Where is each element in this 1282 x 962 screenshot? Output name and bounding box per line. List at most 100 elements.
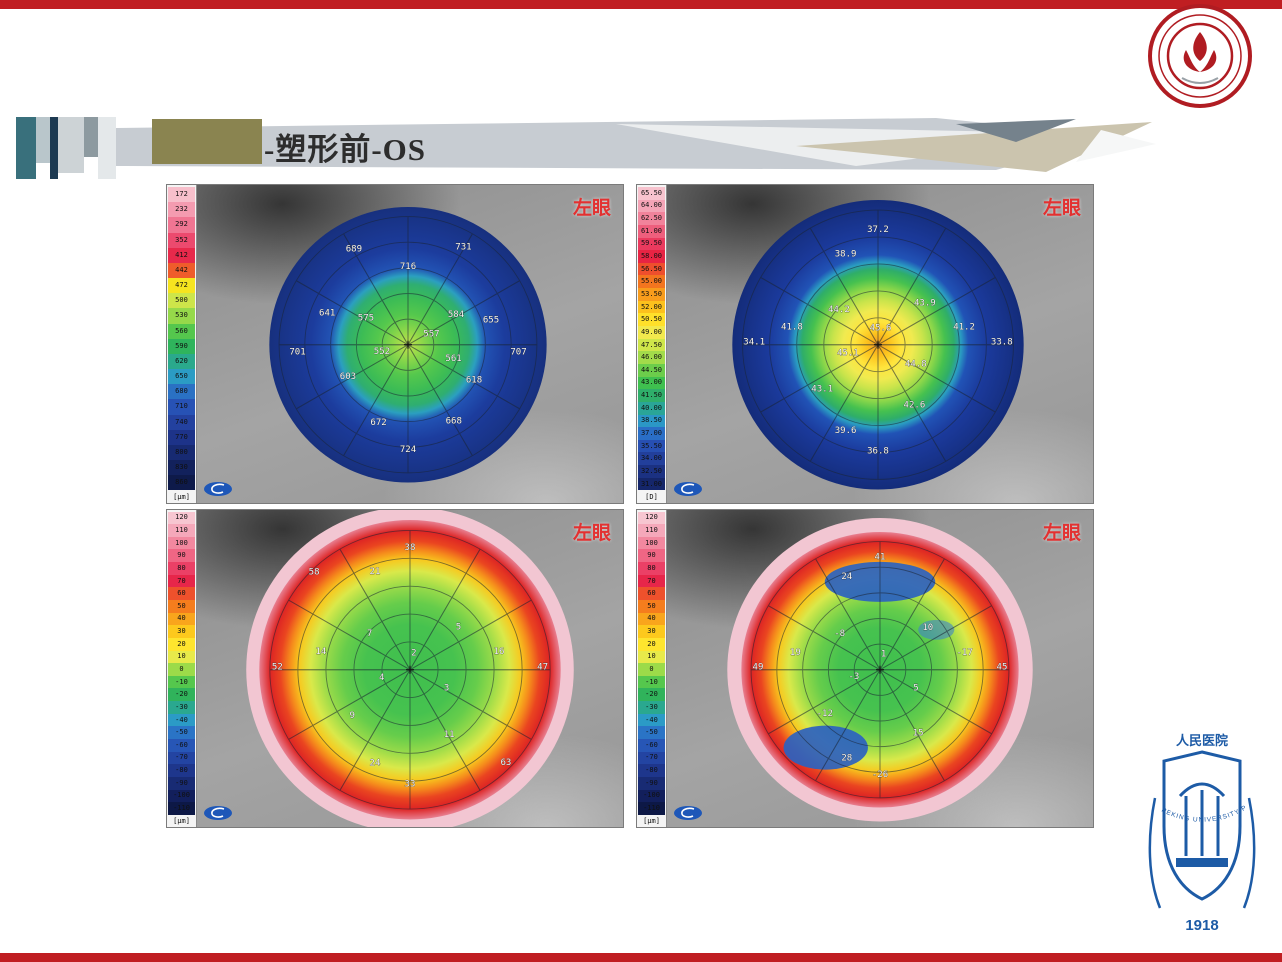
scale-segment: 65.50 bbox=[638, 187, 665, 200]
topographer-logo-icon bbox=[203, 805, 233, 821]
map-annotation: 641 bbox=[319, 309, 335, 319]
topography-grid: 172 232 292 352 412 442 472 500 530 560 590 620 650 6… bbox=[166, 184, 1094, 828]
eye-label: 左眼 bbox=[572, 198, 611, 219]
map-annotation: 21 bbox=[370, 567, 381, 577]
scale-segments: 120 110 100 90 80 70 60 50 40 30 20 10 0 -10 -20 -30 -40… bbox=[638, 511, 665, 816]
scale-segment: -100 bbox=[638, 789, 665, 803]
scale-segment: 47.50 bbox=[638, 338, 665, 352]
scale-segment: 34.00 bbox=[638, 452, 665, 466]
shield-base bbox=[1176, 858, 1228, 867]
scale-segment: -10 bbox=[168, 675, 195, 689]
banner-khaki-block bbox=[152, 119, 262, 164]
scale-segment: 60 bbox=[638, 587, 665, 600]
scale-segment: 35.50 bbox=[638, 439, 665, 453]
map-annotation: 552 bbox=[374, 347, 390, 357]
scale-segment: 30 bbox=[168, 625, 195, 638]
map-annotation: 44.8 bbox=[905, 359, 927, 369]
scale-segment: 110 bbox=[168, 524, 195, 537]
map-annotation: 42.6 bbox=[904, 400, 926, 410]
shield-arch bbox=[1178, 782, 1226, 798]
map-annotation: 672 bbox=[370, 418, 386, 428]
scale-segment: 37.00 bbox=[638, 427, 665, 440]
map-annotation: 34.1 bbox=[743, 338, 765, 348]
map-annotation: 19 bbox=[790, 647, 801, 657]
seal-emblem-center bbox=[1193, 32, 1207, 61]
map-annotation: 33.8 bbox=[991, 338, 1013, 348]
shield-hospital-name: 人民医院 bbox=[1176, 733, 1228, 748]
map-annotation: 37.2 bbox=[867, 225, 889, 235]
scale-segment: -100 bbox=[168, 789, 195, 803]
map-annotation: 63 bbox=[500, 758, 511, 768]
slide-title: -塑形前-OS bbox=[264, 132, 426, 167]
scale-segment: 0 bbox=[638, 663, 665, 676]
scale-segment: -90 bbox=[168, 776, 195, 790]
map-annotation: 38.9 bbox=[835, 249, 857, 259]
map-annotation: 716 bbox=[400, 262, 416, 272]
map-annotation: 561 bbox=[445, 354, 461, 364]
panel-top-left-pachymetry-map: 172 232 292 352 412 442 472 500 530 560 590 620 650 6… bbox=[166, 184, 624, 504]
scale-segment: 412 bbox=[168, 247, 195, 263]
map-annotation: 689 bbox=[346, 245, 362, 255]
panel-top-right-curvature-map: 65.50 64.00 62.50 61.00 59.50 58.00 56.50 55.00… bbox=[636, 184, 1094, 504]
seal-mid-ring bbox=[1158, 14, 1242, 98]
scale-segment: 352 bbox=[168, 232, 195, 248]
map-annotation: 3 bbox=[444, 683, 449, 693]
scale-segment: 41.50 bbox=[638, 389, 665, 402]
map-annotation: 47 bbox=[537, 662, 548, 672]
scale-segment: 58.00 bbox=[638, 250, 665, 263]
scale-segment: -70 bbox=[638, 751, 665, 765]
laurel-right bbox=[1242, 797, 1256, 909]
scale-segment: -50 bbox=[638, 726, 665, 740]
seal-laurel-arc bbox=[1181, 77, 1219, 84]
map-annotation: -8 bbox=[834, 629, 845, 639]
disc-blob bbox=[783, 725, 868, 770]
map-annotation: -17 bbox=[956, 647, 972, 657]
map-annotation: 52 bbox=[272, 662, 283, 672]
map-annotation: 10 bbox=[922, 622, 933, 632]
map-annotation: 45.1 bbox=[837, 349, 859, 359]
scale-segments: 120 110 100 90 80 70 60 50 40 30 20 10 0 -10 -20 -30 -40… bbox=[168, 511, 195, 816]
shield-year: 1918 bbox=[1185, 917, 1218, 934]
map-annotation: 41.2 bbox=[953, 323, 975, 333]
topography-map: 557 552 561 575 584 603 618 716 641 655 672 668 689 7… bbox=[197, 185, 623, 503]
map-annotation: 58 bbox=[309, 567, 320, 577]
map-annotation: 701 bbox=[289, 347, 305, 357]
map-annotation: 16 bbox=[494, 647, 505, 657]
deco-stripe bbox=[36, 117, 50, 163]
map-annotation: -12 bbox=[817, 708, 833, 718]
scale-segment: 292 bbox=[168, 217, 195, 233]
scale-segment: 530 bbox=[168, 308, 195, 324]
map-annotation: 15 bbox=[913, 728, 924, 738]
map-annotation: 655 bbox=[483, 316, 499, 326]
scale-segment: 590 bbox=[168, 338, 195, 354]
topography-disc: 45.6 45.1 44.8 44.2 43.9 43.1 42.6 41.8 41.2 39.6… bbox=[732, 199, 1024, 490]
scale-segment: 38.50 bbox=[638, 414, 665, 428]
panel-bottom-left-elevation-map: 120 110 100 90 80 70 60 50 40 30 20 10 0 -10 -20 -30 -40… bbox=[166, 508, 624, 828]
scale-segment: 100 bbox=[638, 536, 665, 550]
banner-slate-wedge bbox=[956, 119, 1076, 142]
color-scale-bar: 120 110 100 90 80 70 60 50 40 30 20 10 0 -10 -20 -30 -40… bbox=[637, 509, 667, 827]
scale-segment: 620 bbox=[168, 353, 195, 370]
topography-map: 1 -3 5 -8 10 -12 15 19 -17 28 24 41 -26 49 45 左眼 bbox=[667, 509, 1093, 827]
bottom-red-bar bbox=[0, 953, 1282, 962]
map-annotation: 49 bbox=[753, 662, 764, 672]
scale-segment: 59.50 bbox=[638, 237, 665, 251]
map-annotation: 28 bbox=[841, 753, 852, 763]
scale-segment: -20 bbox=[638, 688, 665, 702]
scale-segment: 50 bbox=[638, 599, 665, 613]
scale-segment: 30 bbox=[638, 625, 665, 638]
scale-segment: 44.50 bbox=[638, 363, 665, 377]
scale-segment: -90 bbox=[638, 776, 665, 790]
scale-segment: 800 bbox=[168, 444, 195, 461]
scale-segment: -110 bbox=[638, 802, 665, 815]
map-annotation: 38 bbox=[405, 542, 416, 552]
scale-segment: 650 bbox=[168, 369, 195, 385]
deco-stripe bbox=[58, 117, 84, 173]
scale-segment: -20 bbox=[168, 688, 195, 702]
panel-bottom-right-elevation-map: 120 110 100 90 80 70 60 50 40 30 20 10 0 -10 -20 -30 -40… bbox=[636, 508, 1094, 828]
scale-segment: 43.00 bbox=[638, 376, 665, 390]
scale-segment: 32.50 bbox=[638, 465, 665, 478]
map-annotation: 45.6 bbox=[870, 324, 892, 334]
